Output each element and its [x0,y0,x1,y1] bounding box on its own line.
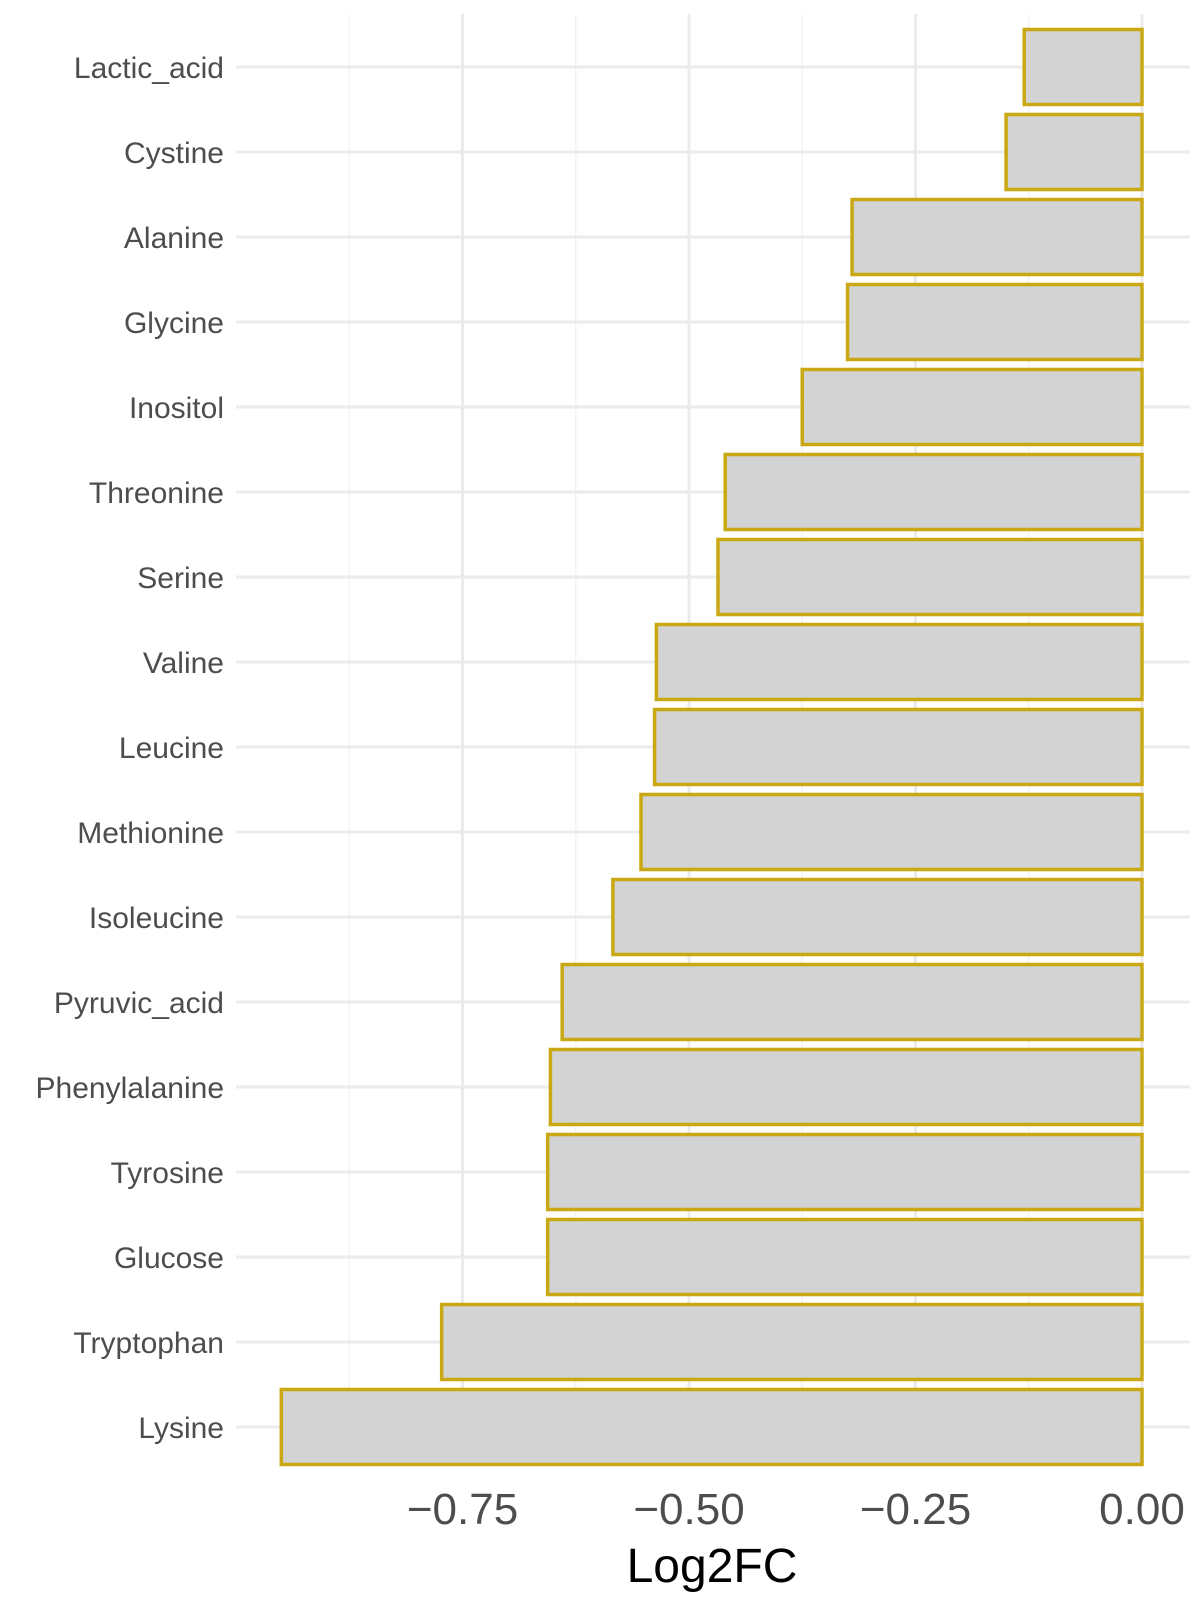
category-label: Valine [143,647,224,680]
bar-threonine [723,452,1144,532]
x-axis-title: Log2FC [627,1540,798,1593]
x-tick-label: −0.50 [633,1485,744,1534]
category-label: Methionine [77,817,224,850]
bar-serine [716,537,1144,617]
category-label: Glucose [114,1242,224,1275]
x-tick-label: 0.00 [1099,1485,1185,1534]
bar-lysine [279,1387,1144,1467]
x-tick-labels: −0.75 −0.50 −0.25 0.00 [407,1485,1185,1534]
bar-isoleucine [611,877,1144,957]
category-label: Tyrosine [111,1157,224,1190]
x-tick-label: −0.75 [407,1485,518,1534]
category-labels: Lactic_acid Cystine Alanine Glycine Inositol… [36,52,224,1445]
category-label: Tryptophan [73,1327,224,1360]
category-label: Threonine [89,477,224,510]
bar-tryptophan [439,1302,1144,1382]
category-label: Cystine [124,137,224,170]
category-label: Pyruvic_acid [54,987,224,1020]
bar-inositol [800,367,1144,447]
bar-pyruvic-acid [560,962,1144,1042]
category-label: Inositol [129,392,224,425]
category-label: Leucine [119,732,224,765]
bar-tyrosine [545,1132,1144,1212]
category-label: Phenylalanine [36,1072,224,1105]
category-label: Isoleucine [89,902,224,935]
category-label: Serine [137,562,224,595]
bars [279,27,1144,1467]
bar-glycine [845,282,1144,362]
bar-phenylalanine [548,1047,1144,1127]
bar-lactic-acid [1022,27,1144,107]
category-label: Glycine [124,307,224,340]
bar-leucine [652,707,1144,787]
bar-valine [654,622,1144,702]
bar-methionine [639,792,1144,872]
bar-cystine [1004,112,1144,192]
category-label: Alanine [124,222,224,255]
x-tick-label: −0.25 [860,1485,971,1534]
category-label: Lysine [138,1412,224,1445]
bar-glucose [545,1217,1144,1297]
category-label: Lactic_acid [74,52,224,85]
bar-alanine [850,197,1144,277]
